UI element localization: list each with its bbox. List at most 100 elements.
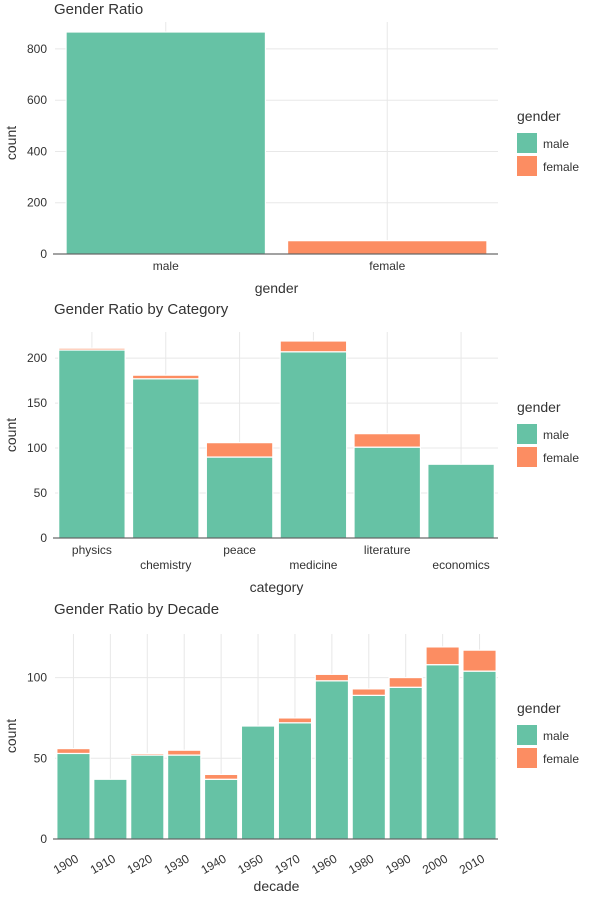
x-tick-label: 1990	[383, 851, 413, 877]
x-tick-label: economics	[432, 558, 489, 572]
y-tick-label: 0	[40, 832, 47, 846]
x-axis-title: decade	[254, 878, 300, 894]
y-tick-label: 800	[27, 42, 47, 56]
y-tick-label: 0	[40, 531, 47, 545]
bar-male-economics[interactable]	[427, 463, 495, 539]
bar-female-1960[interactable]	[314, 673, 350, 682]
bar-female-1900[interactable]	[56, 748, 91, 755]
legend-swatch-female	[517, 447, 537, 467]
y-axis-title: count	[3, 418, 19, 452]
bar-female-1940[interactable]	[203, 773, 239, 780]
bar-female-2010[interactable]	[462, 649, 497, 672]
y-tick-label: 200	[27, 351, 47, 365]
bar-female-peace[interactable]	[205, 442, 274, 458]
y-axis-title: count	[3, 126, 19, 160]
y-tick-label: 150	[27, 396, 47, 410]
bar-male-1920[interactable]	[130, 754, 165, 840]
x-tick-label: 2000	[420, 851, 450, 877]
x-tick-label: 1940	[198, 851, 228, 877]
bar-female-literature[interactable]	[353, 433, 422, 448]
x-axis-title: gender	[255, 280, 299, 296]
x-tick-label: 2010	[457, 851, 487, 877]
bar-female-1930[interactable]	[166, 749, 202, 756]
legend-swatch-female	[517, 748, 537, 768]
y-tick-label: 400	[27, 144, 47, 158]
legend-label-female: female	[543, 160, 579, 174]
chart-title: Gender Ratio	[54, 1, 143, 18]
bar-male-2000[interactable]	[425, 664, 460, 840]
chart-title: Gender Ratio by Decade	[54, 601, 219, 618]
legend-swatch-male	[517, 424, 537, 444]
x-tick-label: literature	[364, 543, 411, 557]
bar-male-medicine[interactable]	[279, 351, 348, 539]
x-tick-label: female	[369, 259, 405, 273]
legend-label-female: female	[543, 752, 579, 766]
legend-swatch-male	[517, 725, 537, 745]
bar-male-2010[interactable]	[462, 670, 497, 840]
bar-female-female[interactable]	[286, 240, 488, 255]
legend: gender male female	[517, 108, 579, 176]
legend-title: gender	[517, 108, 561, 124]
legend-title: gender	[517, 399, 561, 415]
legend: gender male female	[517, 399, 579, 467]
bar-male-1900[interactable]	[56, 752, 91, 840]
bar-female-medicine[interactable]	[279, 340, 348, 353]
legend-title: gender	[517, 700, 561, 716]
x-tick-label: 1980	[346, 851, 376, 877]
legend-label-female: female	[543, 451, 579, 465]
x-tick-label: 1950	[235, 851, 265, 877]
bar-male-male[interactable]	[65, 31, 267, 255]
y-tick-label: 100	[27, 671, 47, 685]
y-tick-label: 100	[27, 441, 47, 455]
chart-panel-2: Gender Ratio by Category 0 50 100 150 200 phys…	[3, 301, 579, 595]
x-tick-label: 1910	[88, 851, 118, 877]
legend-label-male: male	[543, 428, 569, 442]
chart-title: Gender Ratio by Category	[54, 301, 229, 318]
x-tick-label: 1900	[51, 851, 81, 877]
bar-female-chemistry[interactable]	[131, 374, 200, 380]
chart-panel-3: Gender Ratio by Decade 0 50 100 1900 1910 1920…	[3, 601, 579, 894]
x-tick-label: 1960	[309, 851, 339, 877]
bar-male-1990[interactable]	[388, 686, 423, 840]
bar-female-2000[interactable]	[425, 646, 460, 666]
bar-female-1980[interactable]	[351, 688, 387, 696]
x-tick-label: 1930	[162, 851, 192, 877]
bar-male-1950[interactable]	[240, 725, 276, 840]
bar-female-1970[interactable]	[277, 717, 313, 724]
bar-male-1930[interactable]	[166, 754, 202, 840]
x-tick-label: chemistry	[140, 558, 191, 572]
x-tick-label: medicine	[289, 558, 337, 572]
bar-male-peace[interactable]	[205, 456, 274, 539]
legend-label-male: male	[543, 137, 569, 151]
legend-swatch-male	[517, 133, 537, 153]
bar-male-1970[interactable]	[277, 722, 313, 840]
bar-male-1980[interactable]	[351, 694, 387, 840]
bar-male-chemistry[interactable]	[131, 378, 200, 539]
legend-label-male: male	[543, 729, 569, 743]
bar-female-physics[interactable]	[58, 347, 126, 351]
x-tick-label: male	[153, 259, 179, 273]
legend-swatch-female	[517, 156, 537, 176]
legend: gender male female	[517, 700, 579, 768]
bar-male-literature[interactable]	[353, 446, 422, 539]
x-tick-label: 1970	[272, 851, 302, 877]
x-tick-label: physics	[72, 543, 112, 557]
y-tick-label: 0	[40, 247, 47, 261]
x-tick-label: 1920	[125, 851, 155, 877]
y-tick-label: 600	[27, 93, 47, 107]
bar-male-1960[interactable]	[314, 680, 350, 840]
bar-female-1990[interactable]	[388, 676, 423, 688]
y-tick-label: 50	[34, 486, 48, 500]
x-tick-label: peace	[223, 543, 256, 557]
bar-male-1940[interactable]	[203, 778, 239, 840]
bar-female-1920[interactable]	[130, 752, 165, 756]
y-tick-label: 50	[34, 751, 48, 765]
x-axis-title: category	[250, 579, 304, 595]
bar-male-physics[interactable]	[58, 349, 126, 539]
y-tick-label: 200	[27, 196, 47, 210]
y-axis-title: count	[3, 719, 19, 753]
bar-male-1910[interactable]	[93, 778, 128, 840]
